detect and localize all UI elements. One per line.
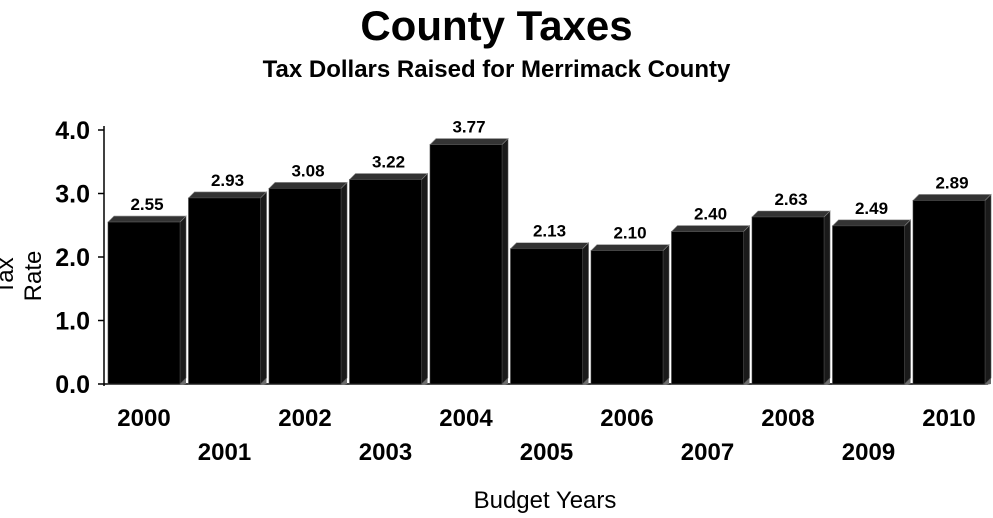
bar-side [260,191,267,385]
bar-value-label: 2.89 [935,173,968,192]
bar-value-label: 2.13 [533,222,566,241]
bar-value-label: 2.55 [130,195,163,214]
bar-value-label: 2.93 [211,171,244,190]
bar-top [268,182,348,189]
x-axis-title: Budget Years [473,487,617,514]
y-tick-label: 1.0 [55,308,90,336]
bar-side [743,224,750,385]
x-tick-label: 2004 [439,405,493,432]
y-axis-title: Tax Rate [0,250,47,302]
bar-value-label: 3.77 [452,118,485,137]
bar-value-label: 3.08 [291,161,324,180]
bar-value-label: 2.40 [694,205,727,224]
bar [188,197,261,385]
bar [832,225,905,385]
bar-top [912,194,992,201]
bar [671,231,744,385]
bar-side [179,215,187,385]
bar-top [831,219,912,227]
bar-side [501,137,509,385]
x-tick-label: 2005 [520,439,573,466]
bar-top [187,191,268,199]
x-tick-label: 2001 [198,439,251,466]
bar-value-label: 2.63 [774,190,807,209]
bar [349,179,422,385]
chart-subtitle: Tax Dollars Raised for Merrimack County [262,56,731,83]
bar [510,248,583,385]
x-tick-label: 2007 [681,439,734,466]
bar-side [904,219,911,385]
bar-value-label: 2.49 [855,199,888,218]
bar-top [429,138,509,145]
bar [590,250,664,385]
x-tick-label: 2003 [359,439,412,466]
bar-side [662,243,670,385]
bar-side [984,193,992,385]
x-tick-label: 2006 [600,405,653,432]
bar [912,200,986,385]
y-tick-label: 4.0 [55,117,90,145]
bar-top [590,244,670,251]
bar-value-label: 2.10 [613,224,646,243]
y-tick-label: 3.0 [55,181,90,209]
bar-top [670,225,751,232]
bar-top [509,242,590,250]
bar-side [340,181,348,385]
bar [268,188,342,385]
y-tick-label: 0.0 [55,371,90,399]
bar-top [751,210,831,218]
bar-top [107,215,187,223]
bar [429,144,503,385]
chart-title: County Taxes [360,2,633,49]
bar-value-label: 3.22 [372,153,405,172]
y-tick-label: 2.0 [55,244,90,272]
bar-side [421,172,428,385]
x-tick-label: 2002 [278,405,331,432]
bar-side [823,210,831,385]
bar-top [348,173,429,180]
bar-side [582,242,589,385]
x-tick-label: 2008 [761,405,814,432]
x-tick-label: 2009 [842,439,895,466]
x-tick-label: 2000 [117,405,170,432]
bar [107,221,181,385]
bar [751,216,825,385]
x-tick-label: 2010 [922,405,975,432]
